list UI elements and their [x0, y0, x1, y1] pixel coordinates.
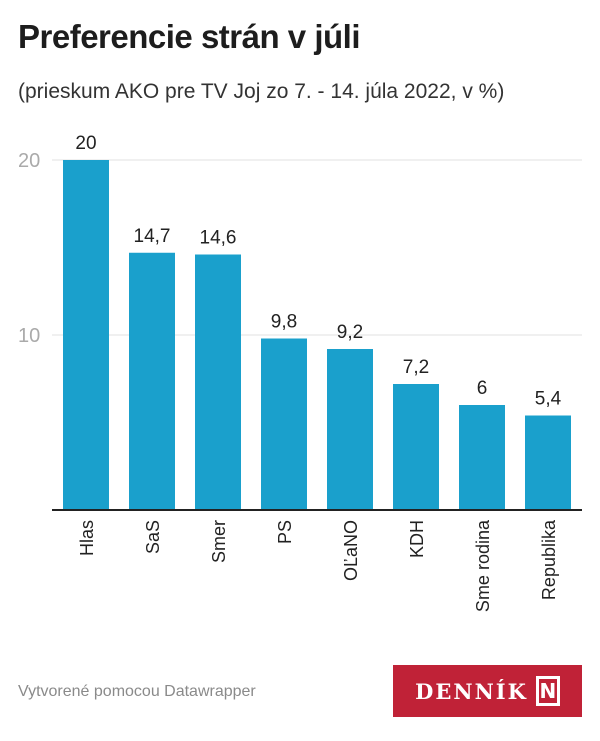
- y-tick-label: 10: [18, 325, 40, 347]
- bar-Sme rodina: [459, 405, 505, 510]
- x-tick-label: Hlas: [77, 520, 97, 556]
- x-tick-label: Smer: [209, 520, 229, 563]
- data-label: 5,4: [535, 389, 562, 410]
- bar-SaS: [129, 252, 175, 510]
- data-label: 9,8: [271, 312, 297, 333]
- data-label: 7,2: [403, 357, 429, 378]
- bar-KDH: [393, 384, 439, 510]
- x-tick-label: SaS: [143, 520, 163, 554]
- bar-Hlas: [63, 160, 109, 510]
- data-label: 6: [477, 378, 488, 399]
- data-label: 14,6: [200, 228, 237, 249]
- datawrapper-credit: Vytvorené pomocou Datawrapper: [18, 683, 256, 700]
- chart-title: Preferencie strán v júli: [18, 18, 361, 55]
- x-tick-label: OĽaNO: [341, 520, 361, 581]
- data-label: 20: [75, 133, 96, 154]
- x-tick-label: PS: [275, 520, 295, 544]
- dennik-n-logo: DENNÍK N: [393, 665, 582, 717]
- x-tick-label: Republika: [539, 519, 559, 600]
- bar-Republika: [525, 415, 571, 510]
- data-label: 9,2: [337, 322, 363, 343]
- logo-n-icon: N: [535, 676, 560, 706]
- chart-subtitle: (prieskum AKO pre TV Joj zo 7. - 14. júl…: [18, 80, 505, 103]
- bar-PS: [261, 338, 307, 510]
- x-tick-label: Sme rodina: [473, 519, 493, 612]
- x-tick-label: KDH: [407, 520, 427, 558]
- bar-Smer: [195, 254, 241, 510]
- data-label: 14,7: [134, 226, 171, 247]
- y-tick-label: 20: [18, 150, 40, 172]
- logo-text: DENNÍK: [415, 678, 528, 704]
- bar-chart: 10 20 20 Hlas 14,7 SaS 14,6 Smer 9,8 PS 9,2 OĽaNO 7,…: [18, 133, 582, 612]
- bar-OĽaNO: [327, 349, 373, 510]
